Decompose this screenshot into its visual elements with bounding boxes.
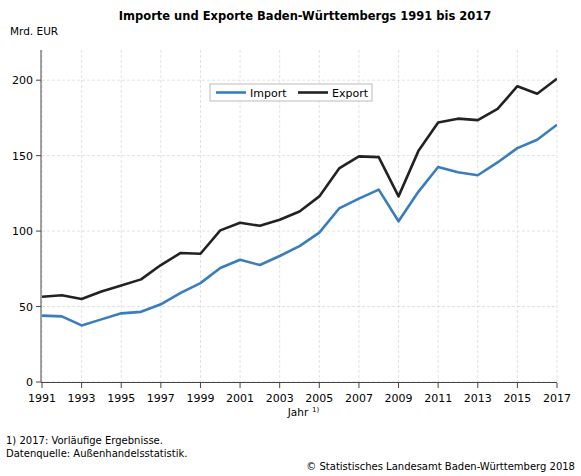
x-tick (81, 383, 82, 388)
x-tick (319, 383, 320, 388)
x-tick-label: 2013 (464, 392, 492, 405)
grid-line (557, 50, 558, 382)
x-tick (438, 383, 439, 388)
x-label: Jahr (287, 406, 309, 418)
y-tick-label: 50 (19, 301, 33, 314)
y-tick (36, 231, 41, 232)
x-tick (200, 383, 201, 388)
x-tick (557, 383, 558, 388)
plot-area (42, 79, 557, 326)
y-tick (36, 306, 41, 307)
grid-line (81, 50, 82, 382)
footnote: Datenquelle: Außenhandelsstatistik. (6, 448, 187, 459)
x-tick-label: 1999 (186, 392, 214, 405)
x-tick (477, 383, 478, 388)
legend-box (210, 84, 372, 101)
grid-line (42, 231, 557, 232)
x-tick-label: 2017 (543, 392, 571, 405)
x-tick (398, 383, 399, 388)
grid-line (121, 50, 122, 382)
y-tick (36, 80, 41, 81)
x-tick (240, 383, 241, 388)
legend-label: Export (332, 87, 369, 100)
grid-line (42, 80, 557, 81)
x-tick-label: 1993 (68, 392, 96, 405)
y-tick-label: 200 (12, 74, 33, 87)
line-export (42, 79, 557, 299)
x-tick-label: 1991 (28, 392, 56, 405)
y-axis (41, 50, 42, 382)
x-tick (42, 383, 43, 388)
x-tick (121, 383, 122, 388)
grid-line (42, 155, 557, 156)
y-tick (36, 382, 41, 383)
source: © Statistisches Landesamt Baden-Württemb… (306, 461, 575, 472)
x-tick-label: 2005 (305, 392, 333, 405)
y-tick-label: 150 (12, 150, 33, 163)
chart: Importe und Exporte Baden-Württembergs 1… (0, 0, 581, 476)
x-tick (358, 383, 359, 388)
legend-swatch (298, 91, 328, 94)
line-import (42, 125, 557, 326)
grid-line (42, 50, 43, 382)
grid-line (160, 50, 161, 382)
grid-line (200, 50, 201, 382)
x-label-sup: 1) (312, 406, 319, 414)
y-label: Mrd. EUR (10, 25, 58, 37)
x-tick-label: 2011 (424, 392, 452, 405)
x-tick-label: 2015 (503, 392, 531, 405)
legend-label: Import (250, 87, 287, 100)
y-tick-label: 100 (12, 225, 33, 238)
x-tick (517, 383, 518, 388)
footnote: 1) 2017: Vorläufige Ergebnisse. (6, 435, 163, 446)
grid-line (438, 50, 439, 382)
x-tick (160, 383, 161, 388)
legend-swatch (216, 91, 246, 94)
y-tick-label: 0 (26, 376, 33, 389)
legend: Import Export (210, 84, 372, 101)
x-tick-label: 2009 (385, 392, 413, 405)
grid-line (477, 50, 478, 382)
x-axis (41, 382, 557, 383)
x-tick-label: 1995 (107, 392, 135, 405)
title: Importe und Exporte Baden-Württembergs 1… (119, 9, 492, 23)
grid-line (42, 306, 557, 307)
y-tick (36, 155, 41, 156)
x-tick-label: 2003 (266, 392, 294, 405)
x-tick-label: 2001 (226, 392, 254, 405)
grid-line (517, 50, 518, 382)
x-tick (279, 383, 280, 388)
grid-line (398, 50, 399, 382)
grid-line (42, 382, 557, 383)
x-tick-label: 1997 (147, 392, 175, 405)
x-tick-label: 2007 (345, 392, 373, 405)
